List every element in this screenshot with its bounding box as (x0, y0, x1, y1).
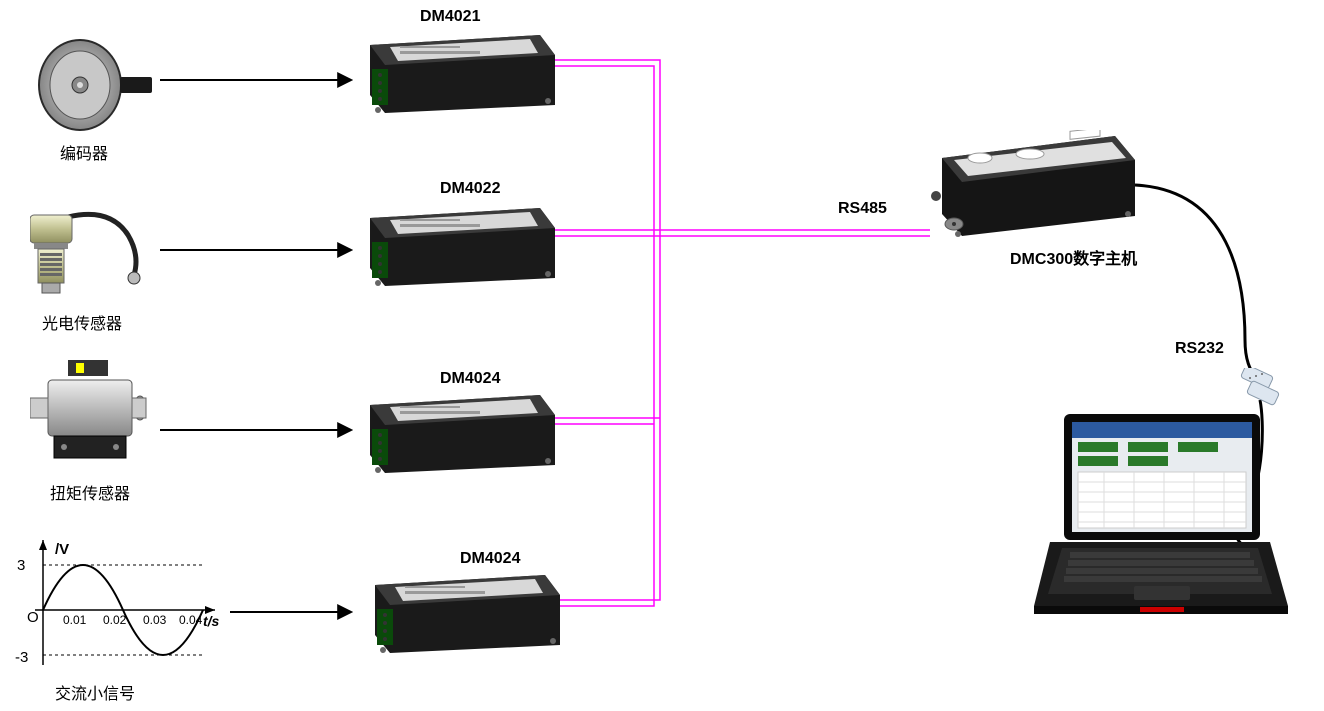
rs232-connector (1238, 368, 1288, 413)
module-label-dm4021: DM4021 (420, 8, 480, 26)
rs232-label: RS232 (1175, 340, 1224, 358)
photoelectric-label: 光电传感器 (42, 310, 122, 334)
x-unit-label: t/s (203, 613, 220, 629)
encoder-sensor (30, 35, 155, 135)
bus-line-8 (556, 424, 654, 606)
bus-line-7 (556, 418, 660, 600)
photoelectric-sensor (30, 205, 150, 300)
module-dm4024-a (360, 385, 560, 478)
encoder-label: 编码器 (60, 140, 108, 164)
dmc300-host (930, 130, 1140, 245)
host-label: DMC300数字主机 (1010, 245, 1137, 269)
module-label-dm4024-a: DM4024 (440, 370, 500, 388)
module-dm4022 (360, 198, 560, 291)
module-label-dm4024-b: DM4024 (460, 550, 520, 568)
y-top-label: 3 (17, 557, 25, 574)
x-tick-0: 0.01 (63, 613, 87, 627)
module-label-dm4022: DM4022 (440, 180, 500, 198)
rs485-label: RS485 (838, 200, 887, 218)
bus-line-1 (554, 66, 654, 236)
ac-signal-label: 交流小信号 (55, 680, 135, 704)
torque-label: 扭矩传感器 (50, 480, 130, 504)
laptop (1030, 410, 1290, 625)
module-dm4024-b (365, 565, 565, 658)
bus-line-0 (554, 60, 660, 230)
module-dm4021 (360, 25, 560, 118)
y-bottom-label: -3 (15, 649, 28, 666)
x-tick-1: 0.02 (103, 613, 127, 627)
ac-signal-chart: 3 /V -3 O 0.01 0.02 0.03 0.04 t/s (15, 540, 225, 675)
torque-sensor (30, 360, 150, 470)
bus-line-4 (654, 230, 660, 424)
origin-label: O (27, 609, 39, 626)
x-tick-3: 0.04 (179, 613, 203, 627)
y-unit-label: /V (55, 541, 69, 558)
x-tick-2: 0.03 (143, 613, 167, 627)
